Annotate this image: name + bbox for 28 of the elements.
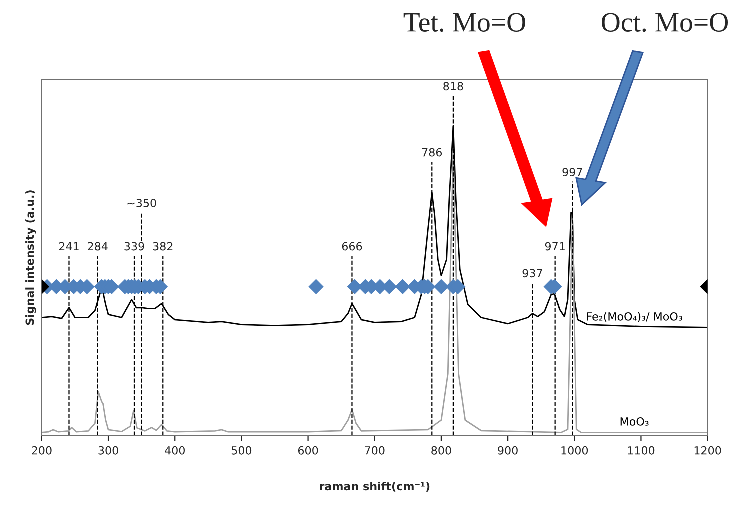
ref-line-label: 997 xyxy=(562,168,582,177)
x-axis-title: raman shift(cm⁻¹) xyxy=(320,482,430,492)
text: Tet. Mo=O xyxy=(404,13,526,32)
ref-line-label: 818 xyxy=(444,82,464,91)
x-tick-label: 200 xyxy=(32,446,52,455)
x-tick-label: 600 xyxy=(298,446,318,455)
y-axis-title: Signal intensity (a.u.) xyxy=(26,190,36,326)
x-tick-label: 1200 xyxy=(694,446,722,455)
series-label: MoO₃ xyxy=(620,418,649,426)
x-tick-label: 300 xyxy=(98,446,118,455)
x-tick-label: 700 xyxy=(365,446,385,455)
x-tick-label: 500 xyxy=(232,446,252,455)
ref-line-label: 241 xyxy=(59,242,79,251)
ref-line-label: 339 xyxy=(124,242,144,251)
ref-line-label: 971 xyxy=(545,242,565,251)
x-tick-label: 900 xyxy=(498,446,518,455)
ref-line-label: 284 xyxy=(88,242,108,251)
x-tick-label: 800 xyxy=(432,446,452,455)
ref-line-label: 786 xyxy=(422,148,442,157)
ref-line-label: 382 xyxy=(153,242,173,251)
series-label: Fe₂(MoO₄)₃/ MoO₃ xyxy=(587,312,682,322)
x-tick-label: 1100 xyxy=(628,446,655,455)
x-tick-label: 1000 xyxy=(562,446,588,455)
ref-line-label: 666 xyxy=(342,242,362,251)
ref-line-label: ~350 xyxy=(128,199,156,208)
x-tick-label: 400 xyxy=(165,446,185,455)
ref-line-label: 937 xyxy=(522,269,542,278)
text: Oct. Mo=O xyxy=(602,13,728,32)
